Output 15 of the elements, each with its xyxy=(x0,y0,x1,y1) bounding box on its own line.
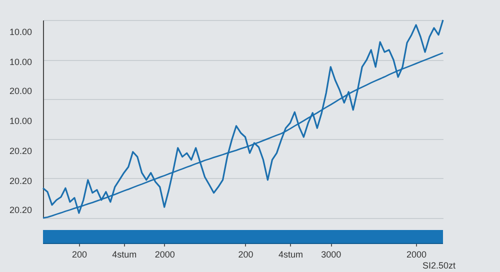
text: 20.20 xyxy=(8,176,32,186)
text: 10.00 xyxy=(8,56,32,67)
text: 10.00 xyxy=(8,116,32,126)
x-tick-label: 200 xyxy=(238,250,254,260)
x-tick-label: 2000 xyxy=(406,250,427,260)
text: 10.00 xyxy=(8,27,32,37)
text: 20.20 xyxy=(8,205,32,216)
x-tick-label: 2000 xyxy=(154,250,175,260)
x-tick-label: 4stum xyxy=(112,250,137,260)
x-tick-label: 200 xyxy=(72,250,87,260)
x-tick-label: 4stum xyxy=(278,250,303,260)
x-axis-title: SI2.50zt xyxy=(422,260,456,270)
text: 20.20 xyxy=(8,146,32,156)
text: 20.00 xyxy=(8,86,32,96)
x-tick-label: 3000 xyxy=(321,250,342,260)
